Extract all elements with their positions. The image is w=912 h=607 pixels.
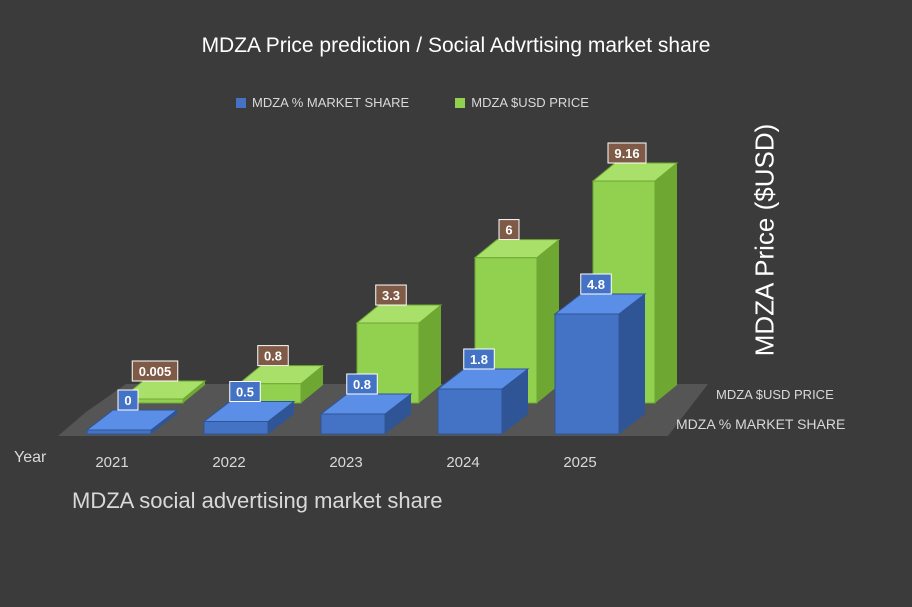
legend-item-market-share: MDZA % MARKET SHARE bbox=[236, 95, 409, 110]
bar-top-mdza-market-share-2025 bbox=[553, 293, 647, 315]
depth-label-price: MDZA $USD PRICE bbox=[716, 387, 834, 402]
bar-side-mdza-market-share-2021 bbox=[151, 410, 177, 434]
data-label-mdza-market-share-2025: 4.8 bbox=[587, 277, 605, 292]
data-label-box-mdza-market-share-2023 bbox=[346, 373, 378, 395]
legend-swatch-price bbox=[455, 97, 466, 108]
data-label-mdza-usd-price-2025: 9.16 bbox=[614, 146, 639, 161]
bar-side-mdza-usd-price-2022 bbox=[301, 365, 323, 403]
data-label-box-mdza-usd-price-2025 bbox=[607, 142, 647, 164]
data-label-box-mdza-usd-price-2022 bbox=[257, 345, 289, 367]
x-tick-2024: 2024 bbox=[446, 454, 479, 471]
x-tick-2025: 2025 bbox=[563, 454, 596, 471]
x-tick-2023: 2023 bbox=[329, 454, 362, 471]
bar-front-mdza-market-share-2025 bbox=[554, 313, 620, 435]
data-label-box-mdza-market-share-2024 bbox=[463, 348, 495, 370]
bar-side-mdza-market-share-2024 bbox=[502, 369, 528, 434]
data-label-mdza-usd-price-2021: 0.005 bbox=[139, 364, 172, 379]
bar-top-mdza-usd-price-2022 bbox=[237, 365, 325, 385]
bar-front-mdza-market-share-2023 bbox=[320, 413, 386, 435]
chart-title: MDZA Price prediction / Social Advrtisin… bbox=[201, 34, 711, 57]
x-tick-2022: 2022 bbox=[212, 454, 245, 471]
data-label-box-mdza-usd-price-2023 bbox=[375, 284, 407, 306]
bar-top-mdza-usd-price-2024 bbox=[473, 239, 561, 259]
data-label-mdza-market-share-2024: 1.8 bbox=[470, 352, 488, 367]
bar-top-mdza-market-share-2022 bbox=[202, 401, 296, 422]
bar-top-mdza-market-share-2024 bbox=[436, 368, 530, 390]
data-label-mdza-usd-price-2022: 0.8 bbox=[264, 349, 282, 364]
legend: MDZA % MARKET SHARE MDZA $USD PRICE bbox=[236, 95, 589, 110]
bar-side-mdza-usd-price-2025 bbox=[655, 163, 677, 403]
bar-side-mdza-market-share-2022 bbox=[268, 401, 294, 434]
bar-top-mdza-market-share-2023 bbox=[319, 393, 413, 415]
bar-front-mdza-market-share-2021 bbox=[86, 429, 152, 435]
data-label-mdza-usd-price-2023: 3.3 bbox=[382, 288, 400, 303]
bar-front-mdza-market-share-2024 bbox=[437, 388, 503, 435]
legend-label-price: MDZA $USD PRICE bbox=[471, 95, 589, 110]
legend-item-price: MDZA $USD PRICE bbox=[455, 95, 589, 110]
bar-top-mdza-market-share-2021 bbox=[85, 409, 179, 431]
bar-side-mdza-market-share-2025 bbox=[619, 294, 645, 434]
data-label-mdza-market-share-2023: 0.8 bbox=[353, 377, 371, 392]
x-axis-title: Year bbox=[14, 449, 47, 466]
bar-side-mdza-usd-price-2024 bbox=[537, 239, 559, 403]
bar-side-mdza-usd-price-2023 bbox=[419, 305, 441, 403]
bar-side-mdza-usd-price-2021 bbox=[183, 381, 205, 403]
bar-side-mdza-market-share-2023 bbox=[385, 394, 411, 434]
y-axis-title: MDZA Price ($USD) bbox=[749, 123, 780, 357]
depth-label-market-share: MDZA % MARKET SHARE bbox=[676, 416, 845, 432]
data-label-mdza-market-share-2021: 0 bbox=[124, 393, 131, 408]
chart-caption: MDZA social advertising market share bbox=[72, 488, 443, 513]
legend-label-market-share: MDZA % MARKET SHARE bbox=[252, 95, 410, 110]
data-label-box-mdza-market-share-2021 bbox=[117, 389, 139, 411]
data-label-box-mdza-market-share-2022 bbox=[229, 381, 261, 402]
x-tick-2021: 2021 bbox=[95, 454, 128, 471]
legend-swatch-market-share bbox=[236, 97, 246, 108]
data-label-box-mdza-usd-price-2024 bbox=[498, 219, 520, 241]
bar-top-mdza-usd-price-2025 bbox=[591, 162, 679, 182]
data-label-box-mdza-market-share-2025 bbox=[580, 273, 612, 295]
bar-front-mdza-market-share-2022 bbox=[203, 421, 269, 435]
bar-top-mdza-usd-price-2021 bbox=[119, 380, 207, 400]
bar-top-mdza-usd-price-2023 bbox=[355, 304, 443, 324]
data-label-mdza-market-share-2022: 0.5 bbox=[236, 385, 254, 400]
data-label-mdza-usd-price-2024: 6 bbox=[505, 223, 512, 238]
data-label-box-mdza-usd-price-2021 bbox=[131, 360, 179, 382]
